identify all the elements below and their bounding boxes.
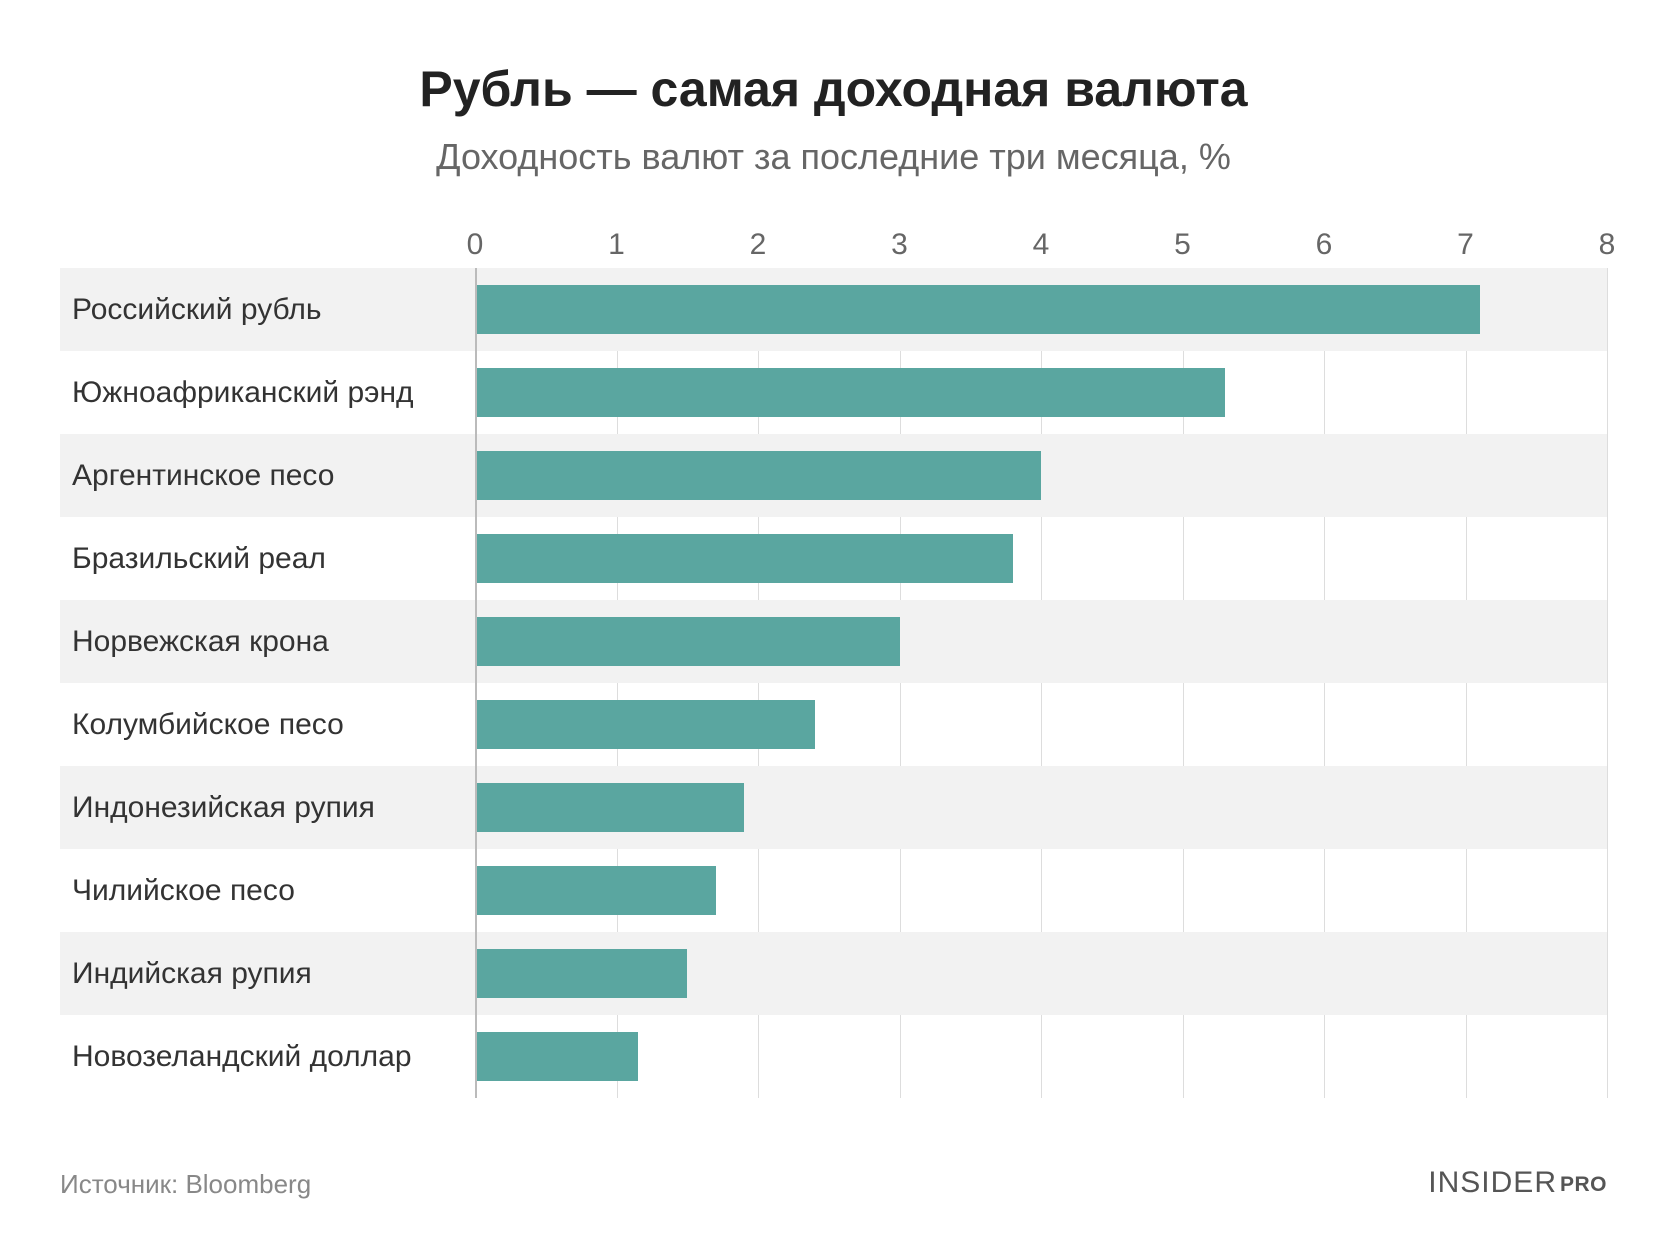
bar-cell [475, 766, 1607, 849]
x-tick-label: 5 [1174, 228, 1191, 262]
brand-sub: PRO [1560, 1173, 1607, 1196]
gridline [1607, 268, 1608, 1098]
category-label: Индонезийская рупия [60, 791, 475, 825]
x-tick-label: 1 [608, 228, 625, 262]
x-tick-label: 7 [1457, 228, 1474, 262]
bar-cell [475, 351, 1607, 434]
category-label: Индийская рупия [60, 957, 475, 991]
bar [475, 949, 687, 999]
bar-cell [475, 600, 1607, 683]
bar-cell [475, 1015, 1607, 1098]
chart-row: Аргентинское песо [60, 434, 1607, 517]
chart-row: Южноафриканский рэнд [60, 351, 1607, 434]
plot: Российский рубль Южноафриканский рэнд Арге… [60, 268, 1607, 1098]
bar-cell [475, 434, 1607, 517]
chart-row: Индонезийская рупия [60, 766, 1607, 849]
bar-cell [475, 683, 1607, 766]
category-label: Бразильский реал [60, 542, 475, 576]
bar-cell [475, 517, 1607, 600]
x-tick-label: 3 [891, 228, 908, 262]
chart-footer: Источник: Bloomberg INSIDERPRO [60, 1166, 1607, 1200]
bar [475, 451, 1041, 501]
bar [475, 700, 815, 750]
category-label: Российский рубль [60, 293, 475, 327]
chart-title: Рубль — самая доходная валюта [60, 60, 1607, 118]
x-tick-label: 0 [467, 228, 484, 262]
chart-container: Рубль — самая доходная валюта Доходность… [0, 0, 1667, 1250]
brand-main: INSIDER [1428, 1166, 1557, 1199]
category-label: Колумбийское песо [60, 708, 475, 742]
category-label: Южноафриканский рэнд [60, 376, 475, 410]
bar [475, 1032, 638, 1082]
chart-row: Новозеландский доллар [60, 1015, 1607, 1098]
x-tick-label: 4 [1033, 228, 1050, 262]
chart-row: Российский рубль [60, 268, 1607, 351]
bar [475, 368, 1225, 418]
chart-row: Индийская рупия [60, 932, 1607, 1015]
chart-subtitle: Доходность валют за последние три месяца… [60, 136, 1607, 178]
x-axis: 012345678 [60, 228, 1607, 268]
brand-logo: INSIDERPRO [1428, 1166, 1607, 1200]
chart-row: Бразильский реал [60, 517, 1607, 600]
chart-row: Колумбийское песо [60, 683, 1607, 766]
category-label: Норвежская крона [60, 625, 475, 659]
bar [475, 783, 744, 833]
x-tick-label: 2 [750, 228, 767, 262]
bar [475, 534, 1013, 584]
chart-plot-area: 012345678 Российский рубльЮжноафрикански… [60, 228, 1607, 1098]
category-label: Аргентинское песо [60, 459, 475, 493]
category-label: Новозеландский доллар [60, 1040, 475, 1074]
source-label: Источник: Bloomberg [60, 1169, 311, 1200]
x-tick-label: 8 [1599, 228, 1616, 262]
bar-cell [475, 932, 1607, 1015]
bar-cell [475, 849, 1607, 932]
axis-baseline [475, 268, 477, 1098]
bar [475, 866, 716, 916]
bar [475, 617, 900, 667]
bar-cell [475, 268, 1607, 351]
chart-row: Чилийское песо [60, 849, 1607, 932]
bar [475, 285, 1480, 335]
category-label: Чилийское песо [60, 874, 475, 908]
x-tick-label: 6 [1316, 228, 1333, 262]
chart-row: Норвежская крона [60, 600, 1607, 683]
